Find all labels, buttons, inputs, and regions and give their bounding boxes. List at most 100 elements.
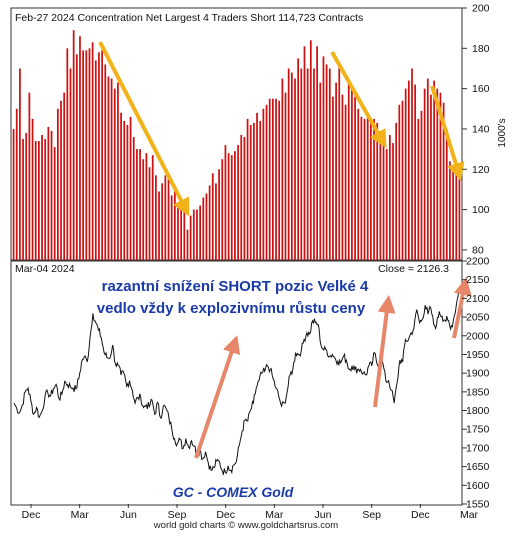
cot-bar [113,88,116,260]
cot-bar [155,175,157,260]
y-tick-label: 200 [472,3,490,15]
cot-bar [145,153,148,260]
cot-bar [344,104,347,261]
cot-bar [63,92,66,260]
cot-bar [243,137,246,260]
cot-bar [180,209,183,260]
cot-bar [287,68,290,260]
trend-arrow-yellow [98,41,190,217]
x-tick-label: Dec [411,509,430,521]
cot-bar [41,135,43,260]
price-line-group [13,288,460,475]
cot-bar [234,151,236,260]
cot-bar [208,185,211,260]
cot-bar [104,64,107,260]
cot-bar [110,78,113,260]
cot-bar [98,52,100,260]
cot-bar [442,102,445,260]
cot-bar [177,205,179,260]
cot-bar [183,207,186,260]
cot-bar [218,169,220,260]
cot-bar [313,68,315,260]
cot-bar [31,118,34,260]
cot-bar [322,56,325,260]
cot-bar [417,118,420,260]
cot-bar [158,191,160,260]
cot-bar [246,118,249,260]
y-tick-label: 80 [472,244,484,256]
cot-bar [60,100,62,261]
y-tick-label: 2050 [466,312,490,324]
y-tick-label: 140 [472,123,490,135]
cot-bars [12,30,461,261]
top-panel-frame [10,7,463,261]
x-tick-label: Mar [460,509,479,521]
cot-bar [262,108,265,260]
cot-bar [259,120,262,261]
cot-bar [290,72,293,260]
cot-bar [395,122,398,260]
cot-bar [101,50,103,261]
cot-bar [328,68,331,260]
cot-bar [306,68,309,260]
cot-bar [398,104,401,261]
y-tick-label: 2000 [466,330,490,342]
cot-bar [94,60,97,260]
cot-bar [452,165,454,260]
cot-bar [268,98,271,260]
cot-bar [351,88,353,260]
cot-bar [25,132,28,260]
cot-bar [430,94,432,260]
cot-bar [316,46,318,260]
cot-bar [136,149,138,260]
trend-arrows-top [98,41,465,217]
cot-bar [123,120,126,261]
cot-bar [439,92,442,260]
cot-bar [420,110,423,260]
bottom-y-axis: 1550 1600 1650 1700 1750 1800 1850 1900 1950 2000… [462,256,490,511]
cot-bar [170,195,173,260]
y-tick-label: 1700 [466,442,490,454]
x-axis: Dec Mar Jun Sep Dec Mar Jun Sep Dec Mar [22,504,479,521]
cot-bar [382,141,385,260]
cot-bar [341,94,344,260]
cot-bar [34,141,37,260]
cot-bar [449,161,451,260]
y-tick-label: 1750 [466,424,490,436]
trend-arrows-bottom [194,276,472,459]
cot-bar [126,124,129,261]
y-tick-label: 2100 [466,293,490,305]
cot-bar [120,112,122,260]
cot-bar [189,215,192,260]
y-tick-label: 1850 [466,386,490,398]
cot-bar [297,58,300,261]
cot-bar [237,145,239,260]
cot-bar [414,84,417,260]
cot-bar [388,135,391,260]
cot-bar [379,130,382,260]
x-tick-label: Dec [22,509,41,521]
cot-bar [366,112,369,260]
cot-bar [300,68,303,260]
cot-bar [271,98,274,260]
cot-bar [202,197,205,260]
cot-bar [148,167,151,260]
cot-bar [199,205,202,260]
y-tick-label: 1550 [466,499,490,511]
instrument-label: GC - COMEX Gold [173,484,294,500]
trend-arrow-yellow [330,51,387,149]
close-label: Close = 2126.3 [378,263,449,275]
cot-bar [335,82,337,260]
cot-bar [423,88,426,260]
cot-bar [82,50,85,261]
cot-bar [401,100,404,261]
cot-bar [376,122,379,260]
cot-bar [50,130,53,260]
cot-bar [363,118,366,260]
cot-bar [325,64,328,260]
annotation-line-2: vedlo vždy k explozivnímu růstu ceny [97,300,366,317]
cot-bar [332,96,334,260]
cot-bar [129,116,132,260]
